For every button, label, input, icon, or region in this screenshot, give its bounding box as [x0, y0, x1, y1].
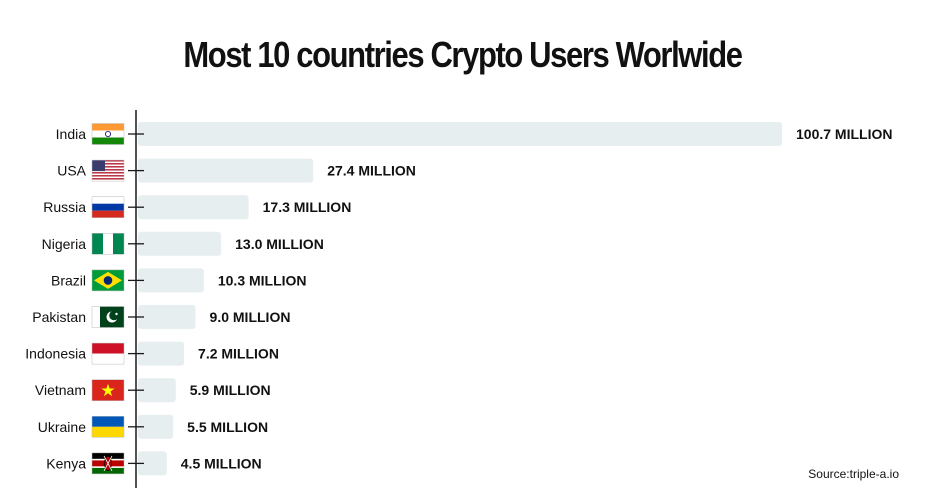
pakistan-flag-icon — [91, 306, 125, 328]
usa-flag-icon — [91, 159, 125, 182]
brazil-flag-icon — [91, 269, 125, 292]
vietnam-flag-icon — [91, 379, 125, 401]
bar-usa — [138, 158, 314, 183]
category-label-russia: Russia — [43, 199, 86, 215]
bar-nigeria — [138, 231, 222, 256]
bar-pakistan — [138, 305, 196, 329]
value-label-india: 100.7 MILLION — [796, 126, 892, 142]
indonesia-flag-icon — [91, 342, 125, 365]
bar-brazil — [138, 268, 204, 293]
category-label-nigeria: Nigeria — [42, 236, 87, 252]
value-label-ukraine: 5.5 MILLION — [187, 419, 268, 435]
ukraine-flag-icon — [91, 416, 125, 438]
kenya-flag-icon — [91, 452, 125, 475]
india-flag-icon — [91, 123, 125, 145]
source-note: Source:triple-a.io — [808, 467, 899, 481]
bar-ukraine — [138, 414, 174, 439]
value-label-nigeria: 13.0 MILLION — [235, 236, 324, 252]
category-label-vietnam: Vietnam — [35, 382, 86, 398]
chart-title: Most 10 countries Crypto Users Worlwide — [183, 34, 743, 75]
category-label-indonesia: Indonesia — [25, 346, 86, 362]
bar-russia — [138, 195, 249, 220]
category-label-ukraine: Ukraine — [38, 419, 86, 435]
bar-vietnam — [138, 378, 176, 403]
value-label-indonesia: 7.2 MILLION — [198, 346, 279, 362]
value-label-russia: 17.3 MILLION — [263, 199, 352, 215]
value-label-vietnam: 5.9 MILLION — [190, 382, 271, 398]
category-label-pakistan: Pakistan — [32, 309, 86, 325]
value-label-brazil: 10.3 MILLION — [218, 272, 307, 288]
nigeria-flag-icon — [91, 233, 125, 255]
bar-kenya — [138, 451, 167, 476]
value-label-usa: 27.4 MILLION — [327, 163, 416, 179]
category-label-usa: USA — [57, 163, 86, 179]
bar-indonesia — [138, 341, 185, 366]
value-label-pakistan: 9.0 MILLION — [210, 309, 291, 325]
russia-flag-icon — [91, 196, 125, 218]
category-label-kenya: Kenya — [46, 455, 86, 471]
category-label-india: India — [56, 126, 87, 142]
bar-india — [138, 122, 782, 146]
value-label-kenya: 4.5 MILLION — [181, 455, 262, 471]
category-label-brazil: Brazil — [51, 272, 86, 288]
